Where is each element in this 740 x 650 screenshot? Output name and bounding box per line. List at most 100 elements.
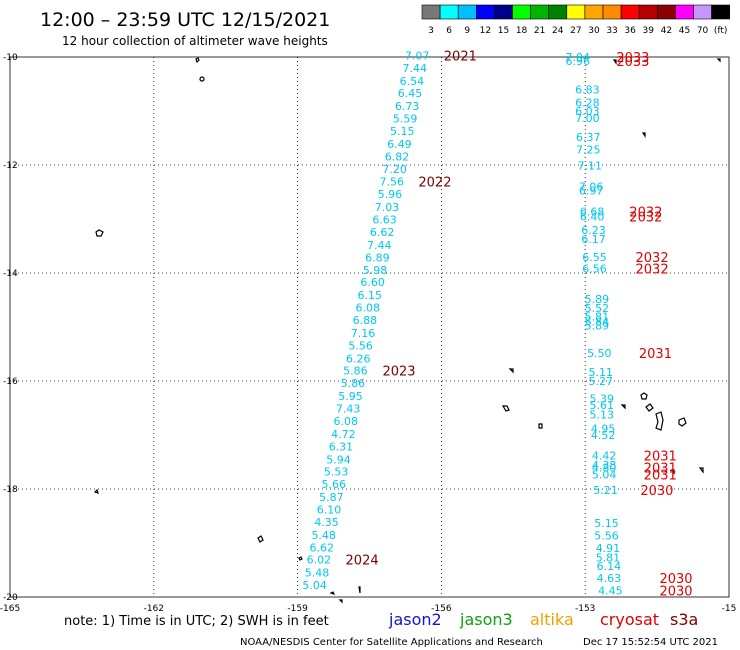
footer-timestamp: Dec 17 15:52:54 UTC 2021 xyxy=(583,637,718,648)
wave-height-label: 5.04 xyxy=(302,579,327,592)
wave-height-label: 6.63 xyxy=(372,214,397,227)
wave-height-label: 6.08 xyxy=(356,302,381,315)
wave-height-label: 5.87 xyxy=(319,491,344,504)
wave-height-label: 4.38 xyxy=(592,459,617,472)
colorbar-label: 33 xyxy=(606,26,617,36)
wave-height-label: 5.56 xyxy=(594,529,619,542)
wave-height-label: 5.98 xyxy=(363,264,388,277)
wave-height-label: 6.97 xyxy=(579,184,604,197)
y-tick-label: -20 xyxy=(3,593,18,603)
y-tick-label: -16 xyxy=(3,377,18,387)
wave-height-label: 4.35 xyxy=(314,516,339,529)
wave-height-label: 5.13 xyxy=(589,408,614,421)
footer-credit: NOAA/NESDIS Center for Satellite Applica… xyxy=(240,637,543,648)
x-tick-label: -159 xyxy=(287,604,308,614)
island-outline xyxy=(640,392,648,400)
colorbar-swatch xyxy=(512,4,531,20)
wave-height-label: 5.48 xyxy=(311,529,336,542)
legend-item: s3a xyxy=(670,610,698,629)
wave-height-label: 5.94 xyxy=(326,453,351,466)
y-tick-label: -12 xyxy=(3,161,18,171)
colorbar-swatch xyxy=(566,4,586,20)
wave-height-label: 5.04 xyxy=(592,468,617,481)
island-outline xyxy=(329,591,336,596)
time-label: 2030 xyxy=(640,484,673,499)
time-label: 2030 xyxy=(659,585,692,600)
wave-height-label: 7.56 xyxy=(380,176,405,189)
wave-height-label: 6.15 xyxy=(357,289,382,302)
wave-height-label: 4.72 xyxy=(331,428,356,441)
colorbar-swatch xyxy=(457,4,477,20)
wave-height-label: 6.03 xyxy=(575,105,600,118)
wave-height-label: 6.54 xyxy=(400,75,425,88)
colorbar-label: 30 xyxy=(588,26,600,36)
wave-height-label: 5.66 xyxy=(322,478,347,491)
legend-item: altika xyxy=(530,610,574,629)
colorbar-swatch xyxy=(693,4,712,20)
wave-height-label: 7.43 xyxy=(336,403,361,416)
footer-note: note: 1) Time is in UTC; 2) SWH is in fe… xyxy=(64,614,329,629)
island-outline xyxy=(501,405,510,412)
island-outline xyxy=(195,57,200,64)
wave-height-label: 7.16 xyxy=(351,327,376,340)
wave-height-label: 7.03 xyxy=(375,201,400,214)
wave-height-label: 5.96 xyxy=(378,188,403,201)
colorbar-label: 3 xyxy=(428,26,434,36)
time-label: 2032 xyxy=(629,205,662,220)
wave-height-label: 6.40 xyxy=(580,210,605,223)
colorbar-label: 45 xyxy=(679,26,690,36)
x-tick-label: -162 xyxy=(144,604,164,614)
wave-height-label: 6.73 xyxy=(395,100,420,113)
island-outline xyxy=(641,132,646,138)
wave-height-label: 4.95 xyxy=(591,423,616,436)
wave-height-label: 4.52 xyxy=(591,429,616,442)
wave-height-label: 5.52 xyxy=(585,302,610,315)
island-outline xyxy=(645,403,654,412)
colorbar-label: 27 xyxy=(570,26,581,36)
y-tick-label: -18 xyxy=(3,485,18,495)
axis-tick-labels: -165 -162 -159 -156 -153 -15 -10 -12 -14 -16 -18 -2… xyxy=(0,53,736,614)
wave-height-label: 6.08 xyxy=(333,415,358,428)
island-outline xyxy=(538,423,543,429)
wave-height-label: 6.88 xyxy=(353,314,378,327)
island-outline xyxy=(670,469,675,475)
colorbar-swatch xyxy=(530,4,549,20)
legend-item: cryosat xyxy=(600,610,659,629)
island-outline xyxy=(95,229,104,237)
wave-height-label: 6.62 xyxy=(310,541,335,554)
time-label: 2032 xyxy=(636,251,669,266)
island-outline xyxy=(655,411,664,431)
wave-height-label: 5.86 xyxy=(343,365,368,378)
wave-height-label: 6.28 xyxy=(575,96,600,109)
island-outline xyxy=(358,586,361,594)
colorbar-label: 6 xyxy=(446,26,452,36)
wave-height-label: 7.04 xyxy=(565,51,590,64)
wave-height-label: 6.14 xyxy=(597,560,622,573)
wave-height-label: 7.07 xyxy=(405,49,430,62)
wave-height-label: 5.27 xyxy=(589,375,614,388)
wave-height-label: 5.21 xyxy=(593,484,618,497)
x-tick-label: -15 xyxy=(722,604,737,614)
wave-height-label: 5.61 xyxy=(589,399,614,412)
time-label: 2033 xyxy=(616,51,649,66)
island-outline xyxy=(338,599,343,604)
island-outline xyxy=(199,76,205,82)
colorbar-label: 39 xyxy=(643,26,655,36)
colorbar-label: 21 xyxy=(534,26,545,36)
wave-height-label: 7.00 xyxy=(575,112,600,125)
wave-height-label: 5.50 xyxy=(587,347,612,360)
wave-height-label: 4.45 xyxy=(598,585,623,598)
colorbar-label: 18 xyxy=(516,26,528,36)
island-outline xyxy=(620,404,626,410)
wave-height-label: 6.45 xyxy=(398,87,423,100)
wave-height-label: 5.15 xyxy=(390,125,415,138)
time-label: 2031 xyxy=(639,347,672,362)
wave-height-label: 6.55 xyxy=(582,251,607,264)
wave-height-label: 6.60 xyxy=(360,276,385,289)
x-tick-label: -165 xyxy=(0,604,20,614)
wave-height-label: 6.56 xyxy=(582,263,607,276)
island-outline xyxy=(93,488,99,494)
legend-item: jason2 xyxy=(388,610,442,629)
colorbar-swatch xyxy=(421,4,441,20)
wave-height-label: 6.23 xyxy=(581,224,606,237)
